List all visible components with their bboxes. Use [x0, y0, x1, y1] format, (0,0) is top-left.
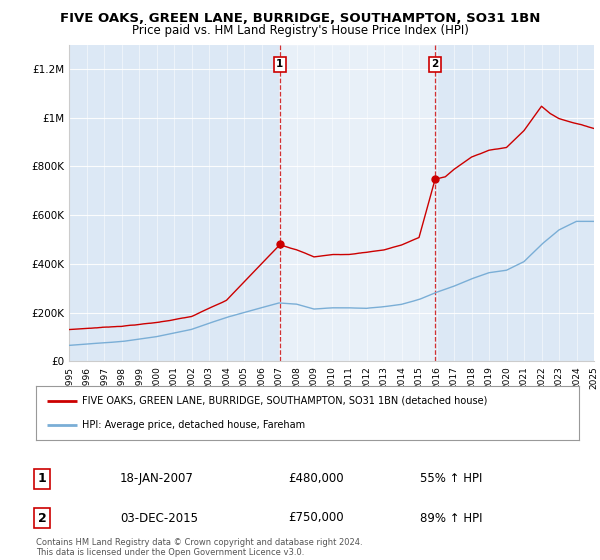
- Text: £480,000: £480,000: [288, 472, 344, 486]
- Text: 2: 2: [431, 59, 439, 69]
- Text: 55% ↑ HPI: 55% ↑ HPI: [420, 472, 482, 486]
- Text: 2: 2: [38, 511, 46, 525]
- Bar: [280, 45, 435, 361]
- Text: 89% ↑ HPI: 89% ↑ HPI: [420, 511, 482, 525]
- Text: 03-DEC-2015: 03-DEC-2015: [120, 511, 198, 525]
- Text: FIVE OAKS, GREEN LANE, BURRIDGE, SOUTHAMPTON, SO31 1BN (detached house): FIVE OAKS, GREEN LANE, BURRIDGE, SOUTHAM…: [82, 396, 488, 406]
- Text: 1: 1: [276, 59, 284, 69]
- Text: Contains HM Land Registry data © Crown copyright and database right 2024.
This d: Contains HM Land Registry data © Crown c…: [36, 538, 362, 557]
- Text: 18-JAN-2007: 18-JAN-2007: [120, 472, 194, 486]
- Text: £750,000: £750,000: [288, 511, 344, 525]
- Text: 1: 1: [38, 472, 46, 486]
- Text: FIVE OAKS, GREEN LANE, BURRIDGE, SOUTHAMPTON, SO31 1BN: FIVE OAKS, GREEN LANE, BURRIDGE, SOUTHAM…: [60, 12, 540, 25]
- Text: Price paid vs. HM Land Registry's House Price Index (HPI): Price paid vs. HM Land Registry's House …: [131, 24, 469, 36]
- Text: HPI: Average price, detached house, Fareham: HPI: Average price, detached house, Fare…: [82, 420, 305, 430]
